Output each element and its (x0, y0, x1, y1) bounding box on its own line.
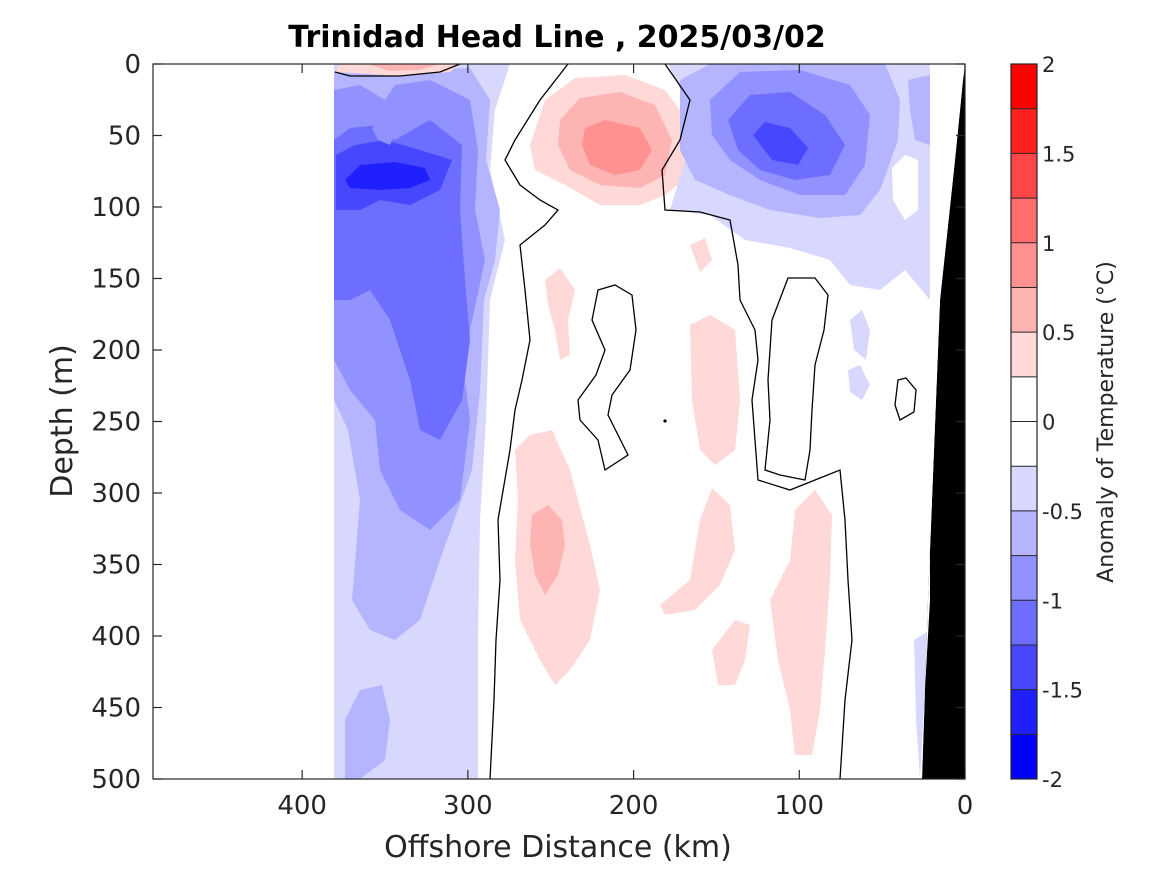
warm-filament-d (690, 238, 712, 272)
colorbar: 2 1.5 1 0.5 0 -0.5 -1 -1.5 -2 (1010, 53, 1083, 792)
colorbar-swatch (1011, 153, 1037, 199)
x-axis-label: Offshore Distance (km) (384, 830, 732, 865)
cold-patch-upper (372, 115, 398, 145)
colorbar-tick-label: -1 (1042, 589, 1063, 613)
zero-contour-loop-a (577, 284, 637, 472)
colorbar-swatch (1011, 510, 1037, 556)
x-tick-label: 0 (957, 791, 974, 821)
y-tick-label: 50 (108, 122, 141, 152)
y-tick-label: 500 (91, 765, 141, 795)
colorbar-swatch (1011, 332, 1037, 377)
cold-patch-deep (345, 685, 390, 779)
zero-contour-west (489, 64, 569, 779)
warm-filament-c (690, 315, 740, 465)
zero-contour-dot (663, 419, 667, 423)
y-tick-label: 100 (91, 193, 141, 223)
plot-area (153, 64, 965, 779)
y-tick-label: 150 (91, 265, 141, 295)
colorbar-tick-label: 0.5 (1042, 321, 1075, 345)
no-data-strip (920, 64, 965, 779)
colorbar-swatch (1011, 600, 1037, 645)
colorbar-swatch (1011, 198, 1037, 243)
cold-core-150 (345, 162, 430, 190)
cold-right-patch-mid (850, 310, 870, 360)
colorbar-tick-label: -0.5 (1042, 500, 1083, 524)
colorbar-swatch (1011, 644, 1037, 690)
y-tick-label: 200 (91, 336, 141, 366)
x-axis: 400 300 200 100 0 (277, 64, 973, 821)
colorbar-tick-label: -2 (1042, 768, 1063, 792)
warm-filament-a (545, 268, 575, 360)
colorbar-tick-label: 0 (1042, 411, 1055, 435)
zero-contour-loop-b (764, 277, 829, 481)
warm-filament-e (660, 488, 735, 615)
colorbar-swatch (1011, 376, 1037, 422)
colorbar-swatch (1011, 242, 1037, 288)
cold-patch-hollow (426, 290, 448, 325)
warm-surface-core (368, 64, 440, 71)
warm-filament-b-core (530, 505, 565, 595)
colorbar-swatch (1011, 287, 1037, 333)
chart-title: Trinidad Head Line , 2025/03/02 (288, 20, 825, 55)
y-tick-label: 300 (91, 479, 141, 509)
x-tick-label: 200 (609, 791, 659, 821)
colorbar-tick-label: -1.5 (1042, 679, 1083, 703)
colorbar-swatch (1011, 421, 1037, 467)
cold-right-edge (908, 75, 930, 145)
colorbar-tick-label: 1 (1042, 232, 1055, 256)
y-tick-label: 0 (124, 50, 141, 80)
y-tick-label: 350 (91, 551, 141, 581)
cold-right-patch-low (848, 365, 870, 400)
colorbar-swatch (1011, 689, 1037, 735)
cold-right-edge-pocket (892, 155, 918, 220)
y-tick-label: 400 (91, 622, 141, 652)
warm-filament-f (712, 620, 750, 685)
colorbar-swatch (1011, 466, 1037, 511)
colorbar-swatch (1011, 555, 1037, 601)
colorbar-tick-label: 1.5 (1042, 142, 1075, 166)
bathymetry-mask (922, 64, 965, 779)
colorbar-label: Anomaly of Temperature (°C) (1094, 261, 1119, 583)
warm-eddy-075 (582, 120, 652, 175)
y-tick-label: 450 (91, 694, 141, 724)
x-tick-label: 400 (277, 791, 327, 821)
colorbar-swatch (1011, 64, 1037, 109)
y-axis-label: Depth (m) (45, 344, 80, 498)
colorbar-swatch (1011, 734, 1037, 779)
colorbar-swatch (1011, 108, 1037, 154)
zero-contour-surface (334, 64, 461, 77)
colorbar-frame (1010, 63, 1038, 780)
y-tick-label: 250 (91, 408, 141, 438)
warm-filament-g (770, 490, 832, 755)
colorbar-tick-label: 2 (1042, 53, 1055, 77)
x-tick-label: 100 (774, 791, 824, 821)
zero-contour-loop-c (894, 377, 917, 421)
x-tick-label: 300 (443, 791, 493, 821)
y-axis: 0 50 100 150 200 250 300 350 400 450 500 (91, 50, 965, 795)
cold-right-125 (753, 122, 808, 165)
zero-contour-east (661, 64, 853, 779)
